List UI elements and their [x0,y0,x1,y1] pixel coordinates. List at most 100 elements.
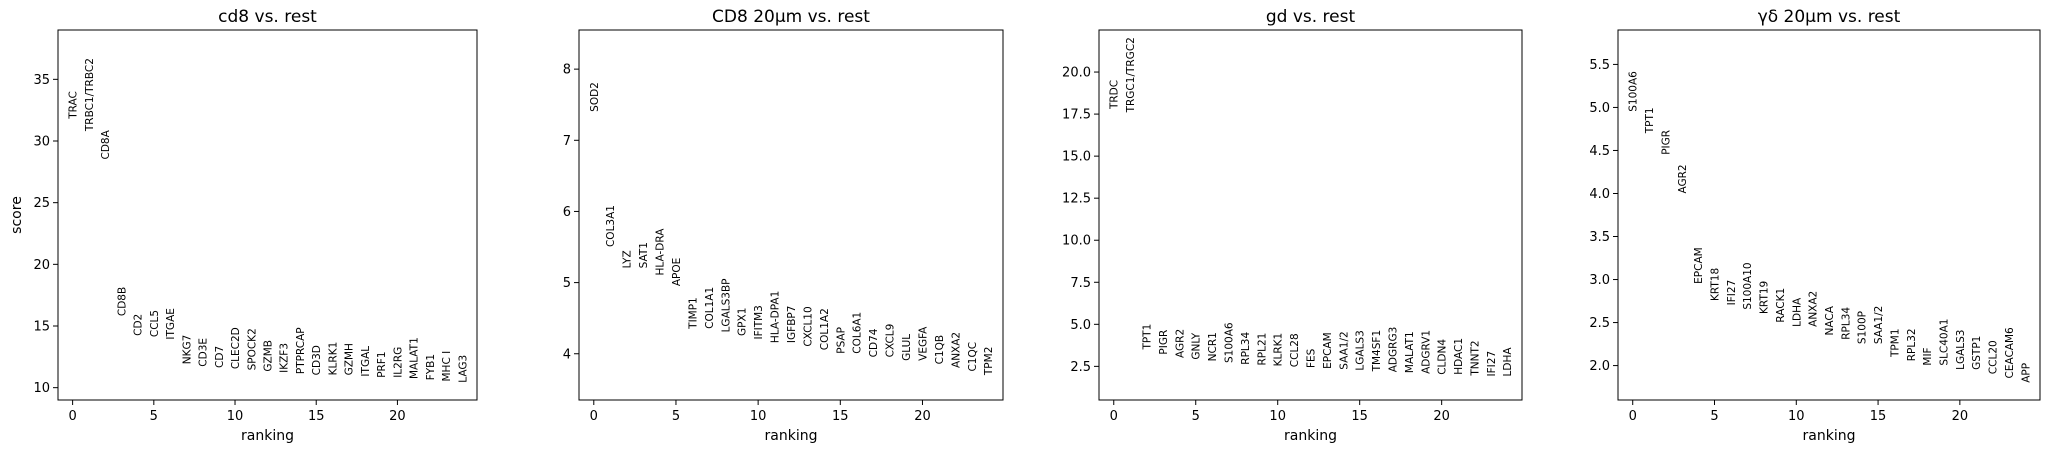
gene-label-2-22: TNNT2 [1469,340,1481,376]
gene-label-2-20: CLDN4 [1437,339,1449,375]
x-tick-label-3-2: 10 [1788,409,1805,424]
gene-label-0-10: CLEC2D [230,327,242,369]
y-tick-label-2-6: 17.5 [1062,108,1091,123]
gene-label-3-18: MIF [1922,347,1934,365]
gene-label-2-17: ADGRG3 [1387,327,1399,373]
gene-label-2-19: ADGRV1 [1420,330,1432,374]
gene-label-2-12: FES [1306,348,1318,368]
gene-label-1-6: TIMP1 [687,297,699,330]
chart-title-0: cd8 vs. rest [218,7,317,27]
gene-label-0-14: PTPRCAP [295,327,307,374]
x-tick-label-0-4: 20 [389,409,406,424]
gene-label-2-7: S100A6 [1224,322,1236,363]
gene-label-0-9: CD7 [214,346,226,368]
y-tick-label-3-7: 5.5 [1589,58,1610,73]
gene-label-3-17: RPL32 [1906,328,1918,361]
gene-label-2-5: GNLY [1191,332,1203,359]
gene-label-1-17: CD74 [868,328,880,357]
x-tick-label-2-3: 15 [1351,409,1368,424]
y-tick-label-1-0: 4 [563,347,571,362]
gene-label-3-11: ANXA2 [1808,291,1820,327]
gene-label-0-4: CD2 [133,314,145,336]
gene-label-0-19: PRF1 [376,351,388,377]
gene-label-1-18: CXCL9 [885,324,897,358]
gene-label-3-3: AGR2 [1677,164,1689,193]
gene-label-0-11: SPOCK2 [246,328,258,370]
x-tick-label-1-2: 10 [750,409,767,424]
gene-label-0-5: CCL5 [149,310,161,337]
gene-label-0-13: IKZF3 [279,343,291,373]
plot-frame-1 [578,29,1004,401]
y-tick-label-0-1: 15 [33,320,50,335]
x-tick-label-2-2: 10 [1269,409,1286,424]
gene-label-1-24: TPM2 [983,347,995,377]
y-tick-label-0-0: 10 [33,381,50,396]
gene-label-1-2: LYZ [622,250,634,268]
x-tick-label-2-1: 5 [1192,409,1200,424]
y-tick-label-3-3: 3.5 [1589,230,1610,245]
x-axis-label-3: ranking [1803,428,1856,444]
gene-label-2-18: MALAT1 [1404,331,1416,373]
gene-label-0-1: TRBC1/TRBC2 [84,58,96,132]
gene-label-1-5: APOE [671,258,683,286]
gene-label-1-11: HLA-DPA1 [770,291,782,343]
gene-label-3-7: S100A10 [1742,262,1754,309]
gene-label-1-22: ANXA2 [950,332,962,368]
chart-title-3: γδ 20µm vs. rest [1758,7,1901,27]
gene-label-1-1: COL3A1 [605,205,617,247]
gene-label-3-15: SAA1/2 [1873,306,1885,344]
gene-label-2-10: KLRK1 [1273,333,1285,367]
y-axis-label-0: score [9,196,25,234]
gene-label-2-2: TPT1 [1142,324,1154,351]
gene-label-3-21: GSTP1 [1971,336,1983,370]
y-tick-label-0-5: 35 [33,73,50,88]
chart-title-2: gd vs. rest [1266,7,1356,27]
gene-label-1-23: C1QC [967,342,979,372]
gene-label-1-9: GPX1 [737,308,749,336]
gene-label-2-1: TRGC1/TRGC2 [1125,37,1137,113]
y-tick-label-1-1: 5 [563,276,571,291]
gene-label-3-10: LDHA [1791,297,1803,327]
y-tick-label-2-2: 7.5 [1070,276,1091,291]
y-tick-label-3-2: 3.0 [1589,273,1610,288]
gene-label-3-6: IFI27 [1726,280,1738,306]
gene-label-1-15: PSAP [835,327,847,354]
y-tick-label-2-7: 20.0 [1062,66,1091,81]
plot-frame-0 [57,29,478,401]
y-tick-label-0-3: 25 [33,196,50,211]
gene-label-3-13: RPL34 [1840,307,1852,340]
gene-label-2-3: PIGR [1158,330,1170,355]
gene-label-0-12: GZMB [263,340,275,372]
y-tick-label-3-5: 4.5 [1589,144,1610,159]
gene-label-3-14: S100P [1857,311,1869,344]
gene-label-3-20: LGALS3 [1955,330,1967,370]
gene-label-0-2: CD8A [100,129,112,159]
gene-label-0-7: NKG7 [181,335,193,365]
x-tick-label-1-0: 0 [590,409,598,424]
x-axis-label-0: ranking [241,428,294,444]
gene-label-1-16: COL6A1 [852,312,864,354]
gene-label-3-12: NACA [1824,305,1836,335]
gene-label-0-18: ITGAL [360,346,372,377]
gene-label-0-23: MHC I [441,351,453,382]
gene-label-1-8: LGALS3BP [720,278,732,332]
gene-label-2-15: LGALS3 [1355,330,1367,370]
gene-label-2-13: EPCAM [1322,332,1334,369]
x-tick-label-3-0: 0 [1629,409,1637,424]
gene-label-2-24: LDHA [1502,347,1514,377]
gene-label-0-21: MALAT1 [409,337,421,379]
gene-label-1-3: SAT1 [638,242,650,268]
y-tick-label-1-3: 7 [563,134,571,149]
x-axis-label-2: ranking [1284,428,1337,444]
y-tick-label-2-1: 5.0 [1070,318,1091,333]
y-tick-label-1-2: 6 [563,205,571,220]
gene-label-1-13: CXCL10 [802,306,814,346]
gene-label-1-12: IGFBP7 [786,306,798,344]
gene-label-2-16: TM4SF1 [1371,330,1383,373]
gene-label-2-11: CCL28 [1289,333,1301,367]
x-tick-label-1-4: 20 [914,409,931,424]
y-tick-label-1-4: 8 [563,63,571,78]
gene-label-3-1: TPT1 [1644,107,1656,134]
y-tick-label-3-1: 2.5 [1589,316,1610,331]
